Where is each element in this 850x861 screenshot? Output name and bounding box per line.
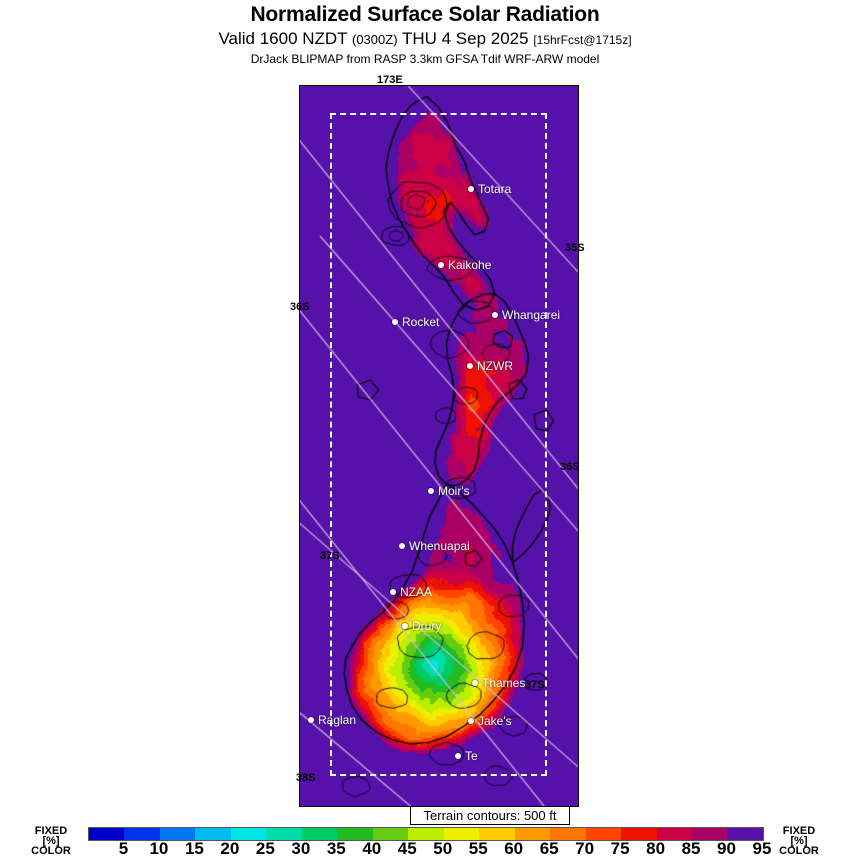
fixed-label-line1: FIXED: [34, 825, 68, 837]
model-description: DrJack BLIPMAP from RASP 3.3km GFSA Tdif…: [250, 52, 600, 66]
tick-60: 60: [504, 839, 524, 858]
graticule-label-35S: 35S: [565, 242, 585, 254]
color-swatch-35: [301, 828, 338, 840]
tick-70: 70: [575, 839, 595, 858]
tick-30: 30: [291, 839, 311, 858]
color-swatch-75: [585, 828, 622, 840]
tick-35: 35: [326, 839, 346, 858]
page-title: Normalized Surface Solar Radiation: [250, 3, 600, 26]
forecast-hour: [15hrFcst@1715z]: [533, 33, 632, 47]
color-swatch-20: [195, 828, 231, 840]
tick-65: 65: [539, 839, 559, 858]
tick-25: 25: [255, 839, 275, 858]
valid-time-line: Valid 1600 NZDT (0300Z) THU 4 Sep 2025 […: [0, 29, 850, 49]
color-swatch-55: [443, 828, 480, 840]
graticule-label-36S: 36S: [560, 461, 580, 473]
color-swatch-60: [479, 828, 515, 840]
graticule-label-38S: 38S: [296, 772, 316, 784]
color-swatch-45: [372, 828, 409, 840]
color-swatch-70: [550, 828, 586, 840]
tick-20: 20: [220, 839, 240, 858]
map-panel[interactable]: [299, 85, 579, 807]
color-scale: FIXED [%] COLOR 5 10 15 20 25 30 35 40 45 50 55 60 6…: [0, 824, 850, 860]
tick-85: 85: [681, 839, 701, 858]
valid-date: THU 4 Sep 2025: [401, 29, 529, 48]
fixed-color-label-right: FIXED [%] COLOR: [764, 825, 834, 857]
graticule-label-173E: 173E: [377, 74, 403, 86]
tick-75: 75: [610, 839, 630, 858]
graticule-label-36S: 36S: [290, 301, 310, 313]
tick-40: 40: [362, 839, 382, 858]
color-swatch-5: [89, 828, 125, 840]
color-swatch-30: [266, 828, 302, 840]
color-swatch-40: [337, 828, 373, 840]
tick-55: 55: [468, 839, 488, 858]
color-bar-ticks: 5 10 15 20 25 30 35 40 45 50 55 60 65 70 75 80 85 90 95: [88, 839, 772, 861]
color-swatch-25: [230, 828, 267, 840]
color-swatch-65: [514, 828, 551, 840]
color-swatch-10: [124, 828, 160, 840]
fixed-label-line2: [%]: [42, 835, 60, 847]
valid-time: Valid 1600 NZDT: [218, 29, 348, 48]
fixed-label-line3-right: COLOR: [779, 845, 819, 857]
color-swatch-50: [408, 828, 444, 840]
color-bar: [88, 827, 764, 841]
tick-45: 45: [397, 839, 417, 858]
color-swatch-95: [727, 828, 763, 840]
tick-80: 80: [646, 839, 666, 858]
fixed-color-label-left: FIXED [%] COLOR: [16, 825, 86, 857]
tick-90: 90: [717, 839, 736, 858]
tick-50: 50: [433, 839, 453, 858]
tick-15: 15: [184, 839, 204, 858]
graticule-label-37S: 37S: [320, 550, 340, 562]
graticule-label-37S: 37S: [525, 679, 545, 691]
color-swatch-80: [621, 828, 657, 840]
color-swatch-15: [159, 828, 196, 840]
tick-10: 10: [149, 839, 169, 858]
color-swatch-85: [656, 828, 692, 840]
terrain-contour-note: Terrain contours: 500 ft: [410, 806, 570, 825]
fixed-label-line2-right: [%]: [790, 835, 808, 847]
color-swatch-90: [691, 828, 728, 840]
fixed-label-line1-right: FIXED: [782, 825, 816, 837]
valid-time-utc: (0300Z): [352, 32, 398, 47]
fixed-label-line3: COLOR: [31, 845, 71, 857]
solar-radiation-heatmap[interactable]: [300, 86, 578, 806]
header: Normalized Surface Solar Radiation Valid…: [0, 0, 850, 66]
tick-5: 5: [118, 839, 129, 858]
tick-95: 95: [752, 839, 772, 858]
